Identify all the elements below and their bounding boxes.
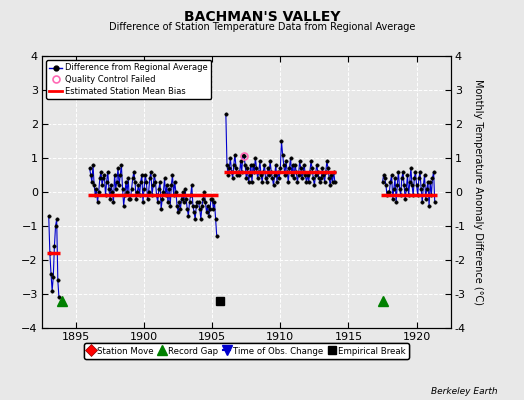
Legend: Difference from Regional Average, Quality Control Failed, Estimated Station Mean: Difference from Regional Average, Qualit…	[46, 60, 211, 99]
Text: Berkeley Earth: Berkeley Earth	[431, 387, 498, 396]
Legend: Station Move, Record Gap, Time of Obs. Change, Empirical Break: Station Move, Record Gap, Time of Obs. C…	[84, 343, 409, 359]
Text: BACHMAN'S VALLEY: BACHMAN'S VALLEY	[184, 10, 340, 24]
Text: Difference of Station Temperature Data from Regional Average: Difference of Station Temperature Data f…	[109, 22, 415, 32]
Y-axis label: Monthly Temperature Anomaly Difference (°C): Monthly Temperature Anomaly Difference (…	[473, 79, 483, 305]
